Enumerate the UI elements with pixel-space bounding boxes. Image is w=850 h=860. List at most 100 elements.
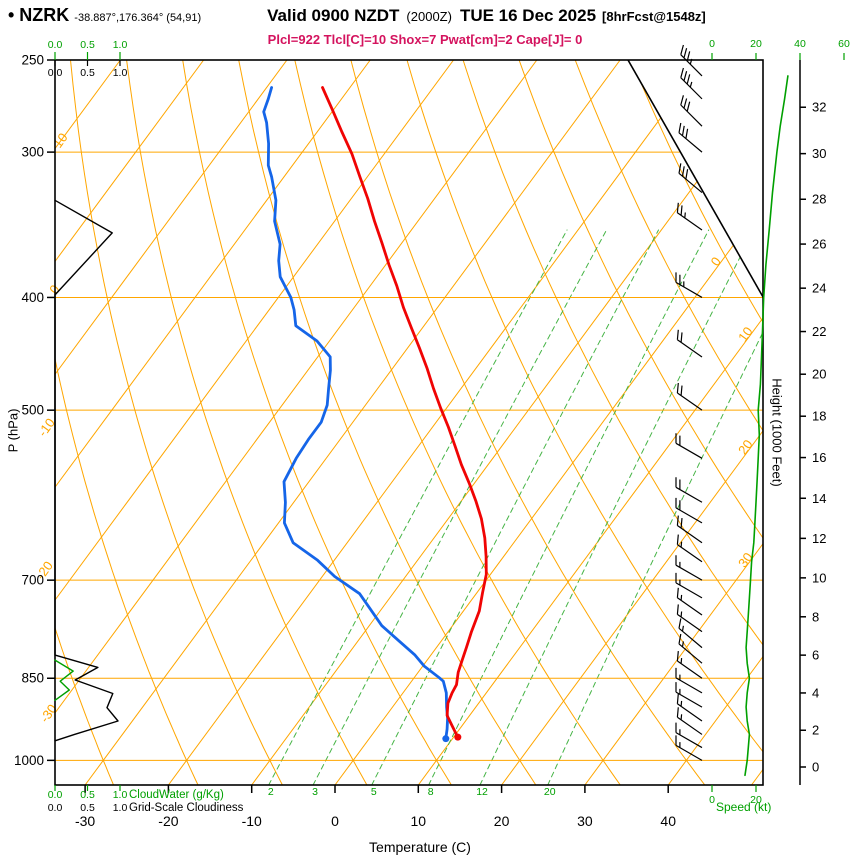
station-coords: -38.887°,176.364° (54,91) bbox=[74, 12, 202, 24]
cloudwater-profile bbox=[54, 659, 74, 701]
svg-text:6: 6 bbox=[812, 648, 819, 663]
temperature-axis: -30 -20 -10 0 10 20 30 40 bbox=[75, 785, 676, 829]
svg-text:2: 2 bbox=[812, 723, 819, 738]
svg-text:0.0: 0.0 bbox=[48, 802, 63, 814]
svg-text:1.0: 1.0 bbox=[113, 39, 128, 51]
svg-text:18: 18 bbox=[812, 409, 826, 424]
svg-text:0: 0 bbox=[709, 794, 715, 806]
svg-text:20: 20 bbox=[750, 794, 762, 806]
svg-text:24: 24 bbox=[812, 281, 826, 296]
wind-barb bbox=[680, 67, 703, 100]
valid-date: TUE 16 Dec 2025 bbox=[459, 6, 597, 25]
wind-barb bbox=[675, 433, 703, 459]
wind-speed-curve bbox=[744, 75, 789, 777]
svg-text:0.5: 0.5 bbox=[80, 789, 95, 801]
wind-barb bbox=[675, 555, 703, 581]
svg-text:10: 10 bbox=[50, 130, 71, 151]
station-id: • NZRK bbox=[8, 5, 70, 25]
surface-dewpoint-dot bbox=[442, 735, 450, 743]
cloudwater-scale-label: CloudWater (g/Kg) bbox=[129, 789, 224, 801]
svg-text:1000: 1000 bbox=[14, 753, 44, 768]
svg-text:10: 10 bbox=[411, 813, 427, 829]
svg-text:5: 5 bbox=[371, 786, 377, 798]
svg-text:-30: -30 bbox=[37, 701, 60, 725]
speed-axis-label: Speed (kt) bbox=[716, 800, 772, 814]
svg-text:8: 8 bbox=[428, 786, 434, 798]
svg-text:700: 700 bbox=[21, 573, 44, 588]
svg-text:32: 32 bbox=[812, 100, 826, 115]
wind-barb bbox=[675, 667, 703, 694]
wind-barbs bbox=[675, 44, 703, 761]
wind-barb bbox=[680, 95, 703, 127]
svg-text:0.5: 0.5 bbox=[80, 67, 95, 79]
wind-barb bbox=[676, 693, 703, 722]
wind-barb bbox=[676, 587, 703, 616]
cloud-scales: 0.00.00.00.00.50.50.50.51.01.01.01.0 bbox=[48, 39, 128, 814]
temperature-axis-label: Temperature (C) bbox=[369, 839, 471, 855]
wind-barb bbox=[678, 633, 703, 664]
svg-text:10: 10 bbox=[735, 324, 756, 345]
svg-text:0.0: 0.0 bbox=[48, 39, 63, 51]
svg-text:12: 12 bbox=[476, 786, 488, 798]
svg-text:12: 12 bbox=[812, 531, 826, 546]
wind-barb bbox=[675, 722, 703, 749]
svg-text:300: 300 bbox=[21, 145, 44, 160]
temperature-curve bbox=[321, 86, 488, 739]
svg-text:60: 60 bbox=[838, 38, 850, 50]
surface-dots bbox=[442, 733, 462, 743]
surface-temperature-dot bbox=[454, 733, 462, 741]
svg-text:30: 30 bbox=[577, 813, 593, 829]
background-grid bbox=[55, 60, 763, 785]
pressure-axis: 250 300 400 500 700 850 1000 bbox=[14, 53, 55, 768]
dewpoint-curve bbox=[262, 86, 450, 741]
svg-text:250: 250 bbox=[21, 53, 44, 68]
svg-text:20: 20 bbox=[812, 367, 826, 382]
wind-barb bbox=[675, 735, 703, 761]
svg-text:26: 26 bbox=[812, 237, 826, 252]
height-axis-label: Height (1000 Feet) bbox=[769, 378, 785, 487]
svg-text:-10: -10 bbox=[242, 813, 262, 829]
svg-text:0.5: 0.5 bbox=[80, 39, 95, 51]
valid-time: Valid 0900 NZDT bbox=[267, 6, 400, 25]
svg-text:3: 3 bbox=[312, 786, 318, 798]
wind-barb bbox=[676, 707, 703, 735]
svg-text:400: 400 bbox=[21, 290, 44, 305]
svg-text:20: 20 bbox=[735, 437, 756, 458]
wind-barb bbox=[675, 497, 703, 524]
svg-text:4: 4 bbox=[812, 685, 819, 700]
forecast-tag: [8hrFcst@1548z] bbox=[602, 9, 706, 24]
wind-barb bbox=[676, 329, 703, 358]
svg-text:14: 14 bbox=[812, 491, 826, 506]
svg-text:0: 0 bbox=[708, 254, 724, 269]
svg-text:0: 0 bbox=[812, 760, 819, 775]
svg-text:16: 16 bbox=[812, 450, 826, 465]
svg-text:0.0: 0.0 bbox=[48, 789, 63, 801]
speed-scale: 0 20 40 600 20 bbox=[709, 38, 850, 806]
pressure-axis-label: P (hPa) bbox=[5, 408, 21, 453]
svg-text:0.0: 0.0 bbox=[48, 67, 63, 79]
svg-text:850: 850 bbox=[21, 671, 44, 686]
svg-text:20: 20 bbox=[750, 38, 762, 50]
cloudiness-profile bbox=[54, 199, 119, 742]
valid-zulu-time: (2000Z) bbox=[406, 9, 452, 24]
svg-text:20: 20 bbox=[544, 786, 556, 798]
wind-barb bbox=[676, 202, 703, 231]
svg-text:0: 0 bbox=[331, 813, 339, 829]
wind-barb bbox=[678, 163, 703, 194]
svg-text:28: 28 bbox=[812, 192, 826, 207]
wind-barb bbox=[675, 272, 703, 298]
svg-text:10: 10 bbox=[812, 570, 826, 585]
wind-barb bbox=[676, 651, 703, 679]
wind-barb bbox=[676, 515, 703, 544]
plot-border bbox=[54, 59, 764, 786]
wind-barb bbox=[675, 682, 703, 708]
svg-text:40: 40 bbox=[794, 38, 806, 50]
svg-text:20: 20 bbox=[494, 813, 510, 829]
cloudiness-scale-label: Grid-Scale Cloudiness bbox=[129, 802, 244, 814]
wind-barb bbox=[675, 572, 703, 599]
sounding-indices-line: Plcl=922 Tlcl[C]=10 Shox=7 Pwat[cm]=2 Ca… bbox=[267, 32, 583, 47]
svg-text:30: 30 bbox=[735, 550, 756, 571]
wind-barb bbox=[680, 44, 703, 77]
wind-barb bbox=[676, 534, 703, 563]
